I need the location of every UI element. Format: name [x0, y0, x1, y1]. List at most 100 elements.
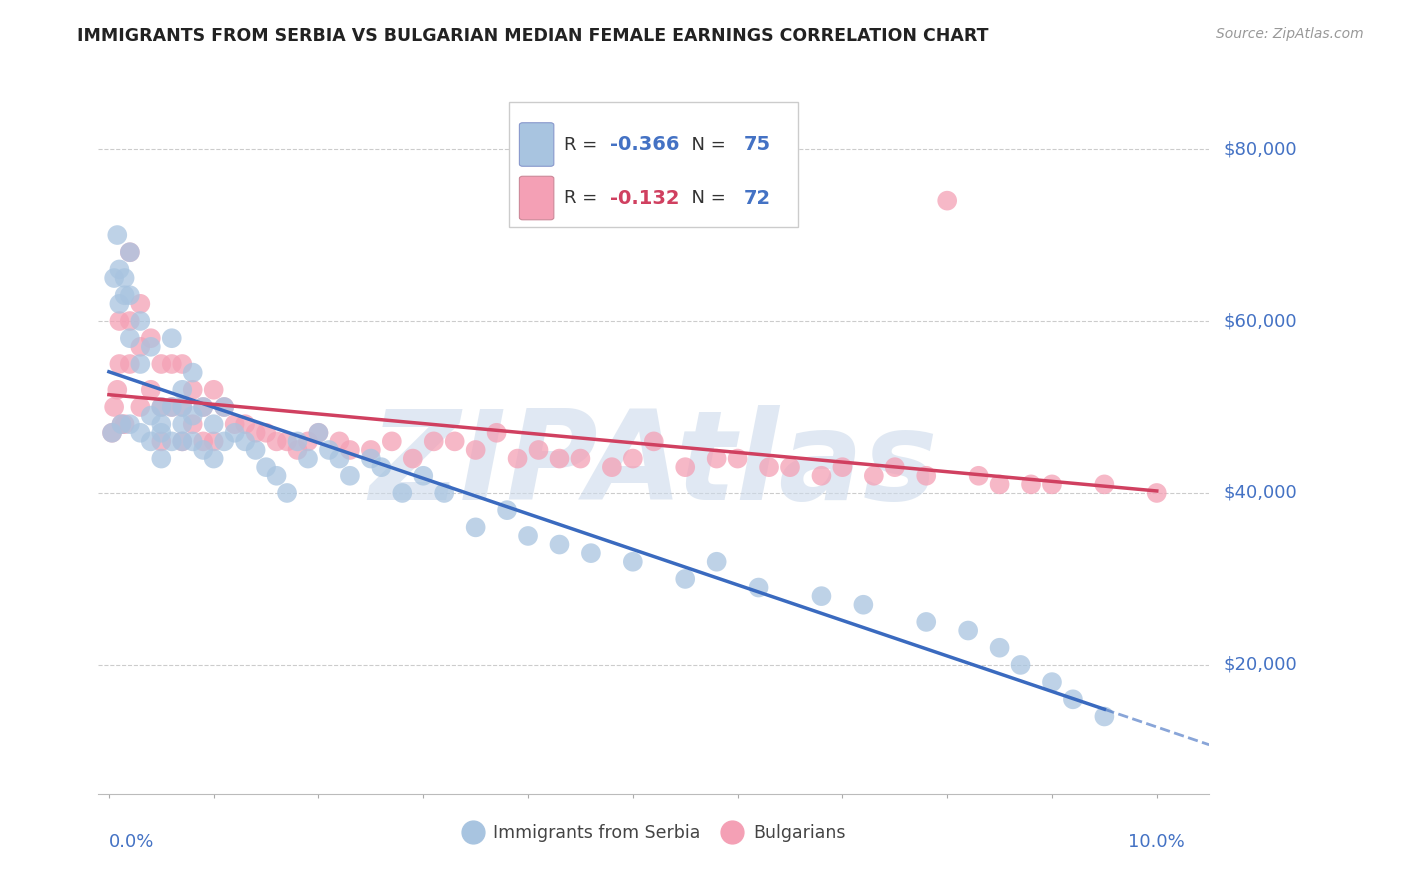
- Point: [172, 383, 194, 397]
- Point: [1019, 477, 1042, 491]
- Point: [150, 451, 173, 466]
- Point: [569, 451, 592, 466]
- Point: [852, 598, 875, 612]
- Point: [139, 409, 162, 423]
- Point: [150, 400, 173, 414]
- Point: [181, 434, 204, 449]
- Text: 0.0%: 0.0%: [108, 833, 155, 851]
- Point: [150, 417, 173, 432]
- Point: [172, 400, 194, 414]
- Point: [360, 451, 382, 466]
- Point: [443, 434, 465, 449]
- Point: [110, 417, 132, 432]
- Point: [118, 417, 141, 432]
- Point: [245, 425, 267, 440]
- Point: [496, 503, 519, 517]
- Point: [1010, 657, 1032, 672]
- Point: [150, 400, 173, 414]
- Text: 10.0%: 10.0%: [1129, 833, 1185, 851]
- Text: Source: ZipAtlas.com: Source: ZipAtlas.com: [1216, 27, 1364, 41]
- Text: -0.132: -0.132: [610, 188, 681, 208]
- Point: [254, 425, 277, 440]
- Point: [172, 417, 194, 432]
- Point: [129, 314, 152, 328]
- Text: N =: N =: [681, 136, 733, 153]
- Point: [118, 245, 141, 260]
- Point: [105, 383, 128, 397]
- Point: [193, 400, 215, 414]
- Point: [193, 434, 215, 449]
- Point: [150, 425, 173, 440]
- FancyBboxPatch shape: [519, 177, 554, 219]
- Text: ZIPAtlas: ZIPAtlas: [370, 405, 938, 526]
- Point: [118, 314, 141, 328]
- Point: [129, 425, 152, 440]
- Point: [527, 442, 550, 457]
- Point: [318, 442, 340, 457]
- Point: [548, 451, 571, 466]
- Point: [139, 383, 162, 397]
- Point: [287, 434, 309, 449]
- Point: [548, 537, 571, 551]
- Point: [915, 468, 938, 483]
- Point: [233, 434, 256, 449]
- Point: [212, 400, 235, 414]
- Point: [600, 460, 623, 475]
- Point: [370, 460, 392, 475]
- Point: [233, 417, 256, 432]
- Text: 75: 75: [744, 135, 770, 154]
- Point: [673, 572, 696, 586]
- Point: [883, 460, 905, 475]
- Point: [114, 417, 136, 432]
- Point: [105, 227, 128, 242]
- Point: [193, 400, 215, 414]
- Point: [172, 434, 194, 449]
- Point: [412, 468, 434, 483]
- Point: [831, 460, 853, 475]
- Point: [297, 451, 319, 466]
- Point: [108, 314, 131, 328]
- Point: [988, 477, 1011, 491]
- Point: [988, 640, 1011, 655]
- Point: [114, 271, 136, 285]
- FancyBboxPatch shape: [509, 102, 799, 227]
- Point: [160, 331, 183, 345]
- Point: [621, 451, 644, 466]
- Point: [517, 529, 540, 543]
- Point: [114, 288, 136, 302]
- Point: [139, 340, 162, 354]
- Point: [118, 288, 141, 302]
- Point: [108, 262, 131, 277]
- Legend: Immigrants from Serbia, Bulgarians: Immigrants from Serbia, Bulgarians: [456, 817, 852, 849]
- Point: [129, 340, 152, 354]
- Point: [224, 417, 246, 432]
- Point: [402, 451, 425, 466]
- Point: [287, 442, 309, 457]
- Point: [758, 460, 780, 475]
- Point: [810, 468, 832, 483]
- Point: [1062, 692, 1084, 706]
- Text: $20,000: $20,000: [1223, 656, 1296, 674]
- Point: [181, 383, 204, 397]
- Text: $60,000: $60,000: [1223, 312, 1296, 330]
- Point: [673, 460, 696, 475]
- Point: [915, 615, 938, 629]
- Point: [101, 425, 124, 440]
- Point: [118, 245, 141, 260]
- Point: [936, 194, 959, 208]
- Point: [579, 546, 602, 560]
- Point: [110, 417, 132, 432]
- Point: [129, 400, 152, 414]
- Text: $40,000: $40,000: [1223, 484, 1296, 502]
- Point: [224, 425, 246, 440]
- Point: [160, 357, 183, 371]
- Point: [328, 434, 350, 449]
- Point: [464, 520, 486, 534]
- Point: [339, 442, 361, 457]
- Point: [129, 357, 152, 371]
- Point: [254, 460, 277, 475]
- Point: [863, 468, 886, 483]
- Point: [118, 357, 141, 371]
- Point: [621, 555, 644, 569]
- Point: [727, 451, 749, 466]
